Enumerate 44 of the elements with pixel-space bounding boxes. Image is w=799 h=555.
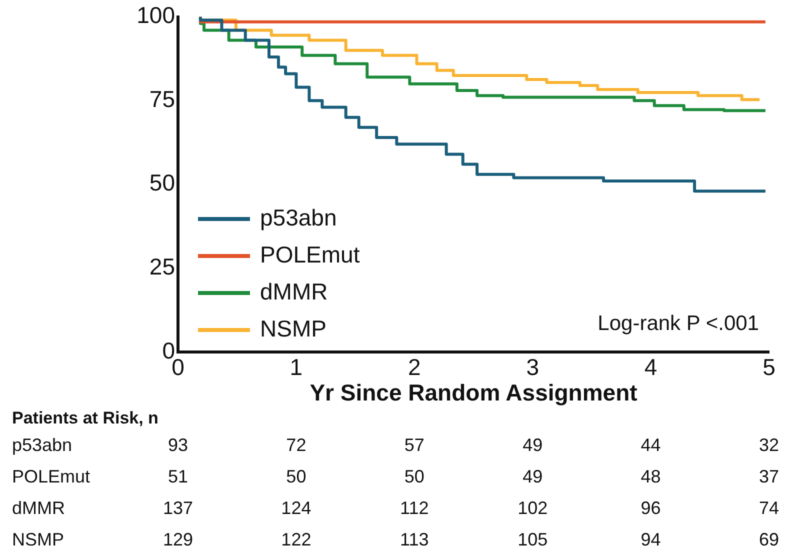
text: 57 (404, 434, 424, 455)
legend-label: NSMP (260, 315, 326, 342)
y-tick-label: 75 (149, 86, 175, 112)
text: 105 (518, 529, 548, 550)
y-tick-label: 25 (149, 254, 175, 280)
text: Patients at Risk, n (12, 408, 158, 428)
text: 37 (758, 466, 780, 486)
text: 50 (286, 466, 306, 486)
text: 94 (640, 529, 661, 550)
x-tick-label: 3 (526, 354, 539, 380)
text: 113 (400, 529, 429, 550)
x-axis-title: Yr Since Random Assignment (310, 380, 638, 406)
text: 129 (162, 529, 194, 550)
text: 49 (522, 434, 543, 455)
text: 122 (281, 529, 312, 550)
legend-label: dMMR (260, 278, 328, 304)
text: 72 (286, 434, 306, 455)
x-tick-label: 5 (762, 354, 776, 380)
text: 74 (758, 498, 780, 518)
text: 69 (758, 529, 780, 550)
legend-label: POLEmut (260, 241, 360, 268)
text: NSMP (12, 529, 64, 550)
text: 93 (168, 434, 188, 455)
text: 32 (758, 434, 780, 455)
text: 102 (518, 498, 548, 518)
annotation: Log-rank P <.001 (598, 312, 759, 335)
y-tick-label: 100 (136, 2, 175, 28)
x-tick-label: 1 (290, 354, 303, 380)
text: p53abn (12, 434, 72, 455)
text: 49 (522, 466, 543, 486)
text: 137 (162, 498, 194, 518)
x-tick-label: 2 (408, 354, 421, 380)
legend-label: p53abn (260, 204, 337, 230)
text: 44 (640, 434, 661, 455)
x-tick-label: 4 (644, 354, 658, 380)
text: 124 (281, 498, 312, 518)
text: 51 (168, 466, 188, 486)
y-tick-label: 50 (149, 170, 175, 196)
text: POLEmut (12, 466, 90, 486)
text: 48 (640, 466, 661, 486)
text: 112 (400, 498, 429, 518)
text: 50 (404, 466, 424, 486)
text: dMMR (12, 498, 65, 518)
text: 96 (640, 498, 661, 518)
